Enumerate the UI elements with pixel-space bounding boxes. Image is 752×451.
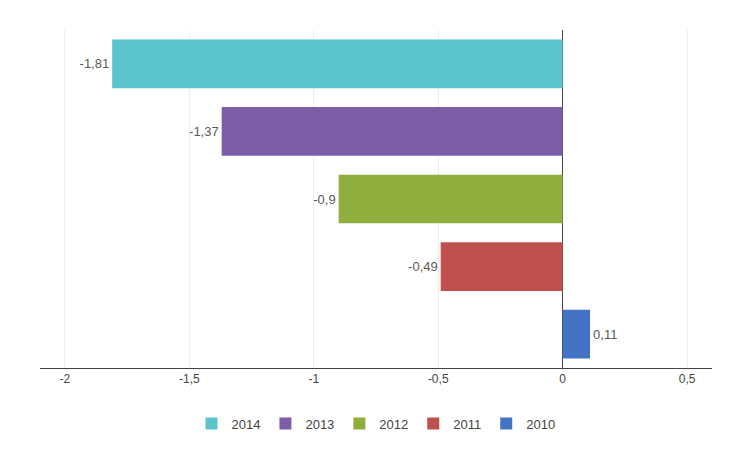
svg-text:0,5: 0,5 [679,372,696,386]
svg-text:2014: 2014 [232,417,261,432]
svg-text:-0,49: -0,49 [408,259,438,274]
svg-text:2011: 2011 [453,417,481,432]
svg-text:2013: 2013 [305,417,334,432]
svg-text:-0,5: -0,5 [428,372,449,386]
svg-text:-0,9: -0,9 [313,192,335,207]
svg-text:0: 0 [559,372,566,386]
svg-text:-1,37: -1,37 [189,124,219,139]
svg-text:-1,81: -1,81 [80,56,110,71]
svg-text:-1: -1 [308,372,319,386]
svg-text:0,11: 0,11 [593,327,617,342]
svg-text:2012: 2012 [379,417,408,432]
svg-text:2010: 2010 [526,417,555,432]
svg-text:-1,5: -1,5 [179,372,200,386]
svg-text:-2: -2 [60,372,71,386]
